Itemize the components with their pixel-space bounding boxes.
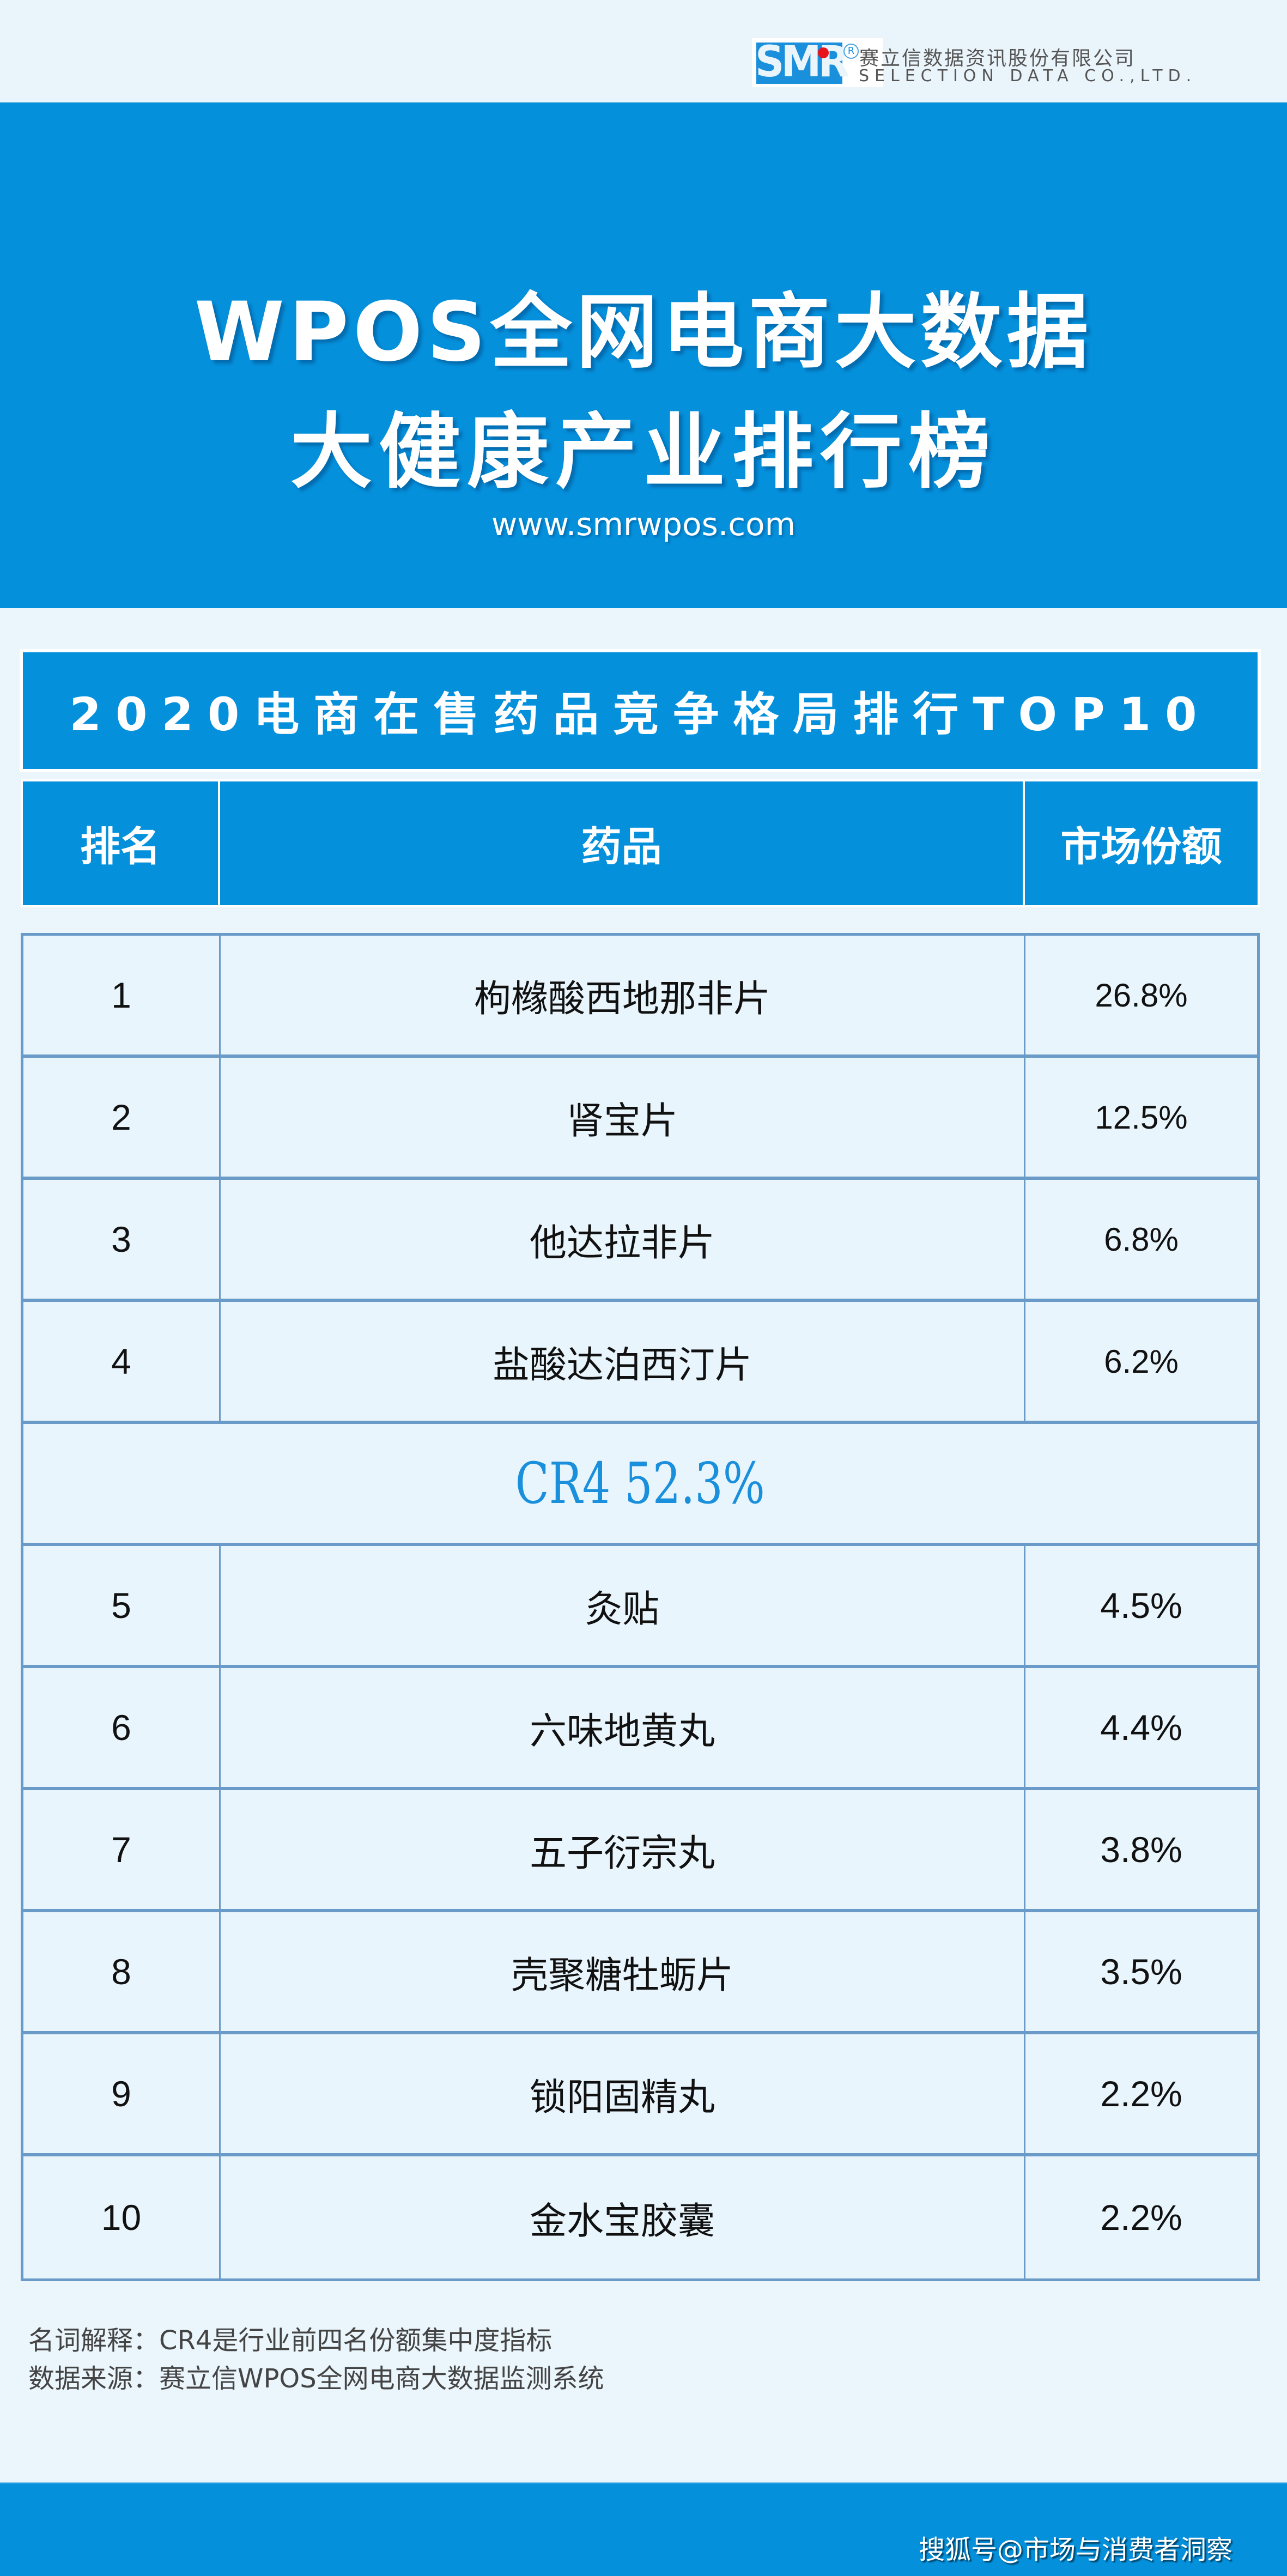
hero-title-line2: 大健康产业排行榜 (290, 405, 997, 500)
source-note: 数据来源：赛立信WPOS全网电商大数据监测系统 (28, 2363, 604, 2394)
share-cell: 6.2% (1104, 1343, 1179, 1380)
drug-cell: 灸贴 (221, 1546, 1025, 1665)
table-header-row: 排名 药品 市场份额 (21, 779, 1260, 907)
table-row: 10 金水宝胶囊 2.2% (23, 2156, 1257, 2278)
table-row: 4 盐酸达泊西汀片 6.2% (23, 1302, 1257, 1424)
smr-logo: SMR (752, 38, 883, 87)
drug-cell: 枸橼酸西地那非片 (221, 936, 1025, 1054)
table-row: 8 壳聚糖牡蛎片 3.5% (23, 1912, 1257, 2034)
table-row: 7 五子衍宗丸 3.8% (23, 1790, 1257, 1912)
rank-cell: 10 (23, 2156, 221, 2278)
table-row: 1 枸橼酸西地那非片 26.8% (23, 936, 1257, 1058)
rank-cell: 1 (23, 936, 221, 1054)
drug-cell: 金水宝胶囊 (221, 2156, 1025, 2278)
share-cell: 2.2% (1100, 2074, 1182, 2114)
drug-cell: 锁阳固精丸 (221, 2034, 1025, 2153)
header-rank: 排名 (23, 781, 220, 905)
share-cell: 3.8% (1100, 1829, 1182, 1870)
logo-mark: SMR (755, 38, 849, 87)
share-cell: 6.8% (1104, 1221, 1179, 1258)
logo-red-dot-icon (818, 47, 829, 58)
share-cell: 3.5% (1100, 1951, 1182, 1992)
drug-cell: 壳聚糖牡蛎片 (221, 1912, 1025, 2031)
table-row: 5 灸贴 4.5% (23, 1546, 1257, 1668)
company-name-cn: 赛立信数据资讯股份有限公司 (859, 47, 1136, 70)
ranking-table: 1 枸橼酸西地那非片 26.8% 2 肾宝片 12.5% 3 他达拉非片 6.8… (21, 933, 1260, 2281)
drug-cell: 五子衍宗丸 (221, 1790, 1025, 1909)
rank-cell: 5 (23, 1546, 221, 1665)
hero-title-line1: WPOS全网电商大数据 (194, 285, 1093, 380)
share-cell: 2.2% (1100, 2197, 1182, 2238)
drug-cell: 盐酸达泊西汀片 (221, 1302, 1025, 1421)
rank-cell: 8 (23, 1912, 221, 2031)
drug-cell: 六味地黄丸 (221, 1668, 1025, 1787)
drug-cell: 肾宝片 (221, 1058, 1025, 1177)
table-title: 2020电商在售药品竞争格局排行TOP10 (69, 687, 1211, 741)
drug-cell: 他达拉非片 (221, 1180, 1025, 1299)
footnotes: 名词解释：CR4是行业前四名份额集中度指标 数据来源：赛立信WPOS全网电商大数… (28, 2322, 604, 2398)
rank-cell: 9 (23, 2034, 221, 2153)
table-row: 2 肾宝片 12.5% (23, 1058, 1257, 1180)
table-row: 3 他达拉非片 6.8% (23, 1180, 1257, 1302)
rank-cell: 2 (23, 1058, 221, 1177)
share-cell: 4.4% (1100, 1707, 1182, 1748)
registered-trademark-icon: R (843, 44, 859, 59)
rank-cell: 7 (23, 1790, 221, 1909)
cr4-summary-row: CR4 52.3% (23, 1424, 1257, 1546)
hero-url: www.smrwpos.com (491, 506, 796, 543)
footer-band: 搜狐号@市场与消费者洞察 (0, 2482, 1287, 2576)
cr4-value: CR4 52.3% (515, 1450, 766, 1517)
rank-cell: 3 (23, 1180, 221, 1299)
rank-cell: 4 (23, 1302, 221, 1421)
rank-cell: 6 (23, 1668, 221, 1787)
header-market-share: 市场份额 (1060, 823, 1222, 870)
definition-note: 名词解释：CR4是行业前四名份额集中度指标 (28, 2325, 553, 2356)
table-row: 6 六味地黄丸 4.4% (23, 1668, 1257, 1790)
header-drug: 药品 (220, 781, 1025, 905)
sohu-watermark: 搜狐号@市场与消费者洞察 (918, 2535, 1233, 2565)
table-row: 9 锁阳固精丸 2.2% (23, 2034, 1257, 2156)
hero-banner: WPOS全网电商大数据 大健康产业排行榜 www.smrwpos.com (0, 102, 1287, 608)
table-title-bar: 2020电商在售药品竞争格局排行TOP10 (21, 650, 1260, 771)
logo-blue-block (756, 43, 842, 84)
share-cell: 26.8% (1095, 977, 1188, 1014)
share-cell: 12.5% (1095, 1099, 1188, 1136)
top-bar: SMR R 赛立信数据资讯股份有限公司 SELECTION DATA CO.,L… (0, 0, 1287, 101)
share-cell: 4.5% (1100, 1585, 1182, 1626)
company-name-en: SELECTION DATA CO.,LTD. (859, 66, 1197, 86)
